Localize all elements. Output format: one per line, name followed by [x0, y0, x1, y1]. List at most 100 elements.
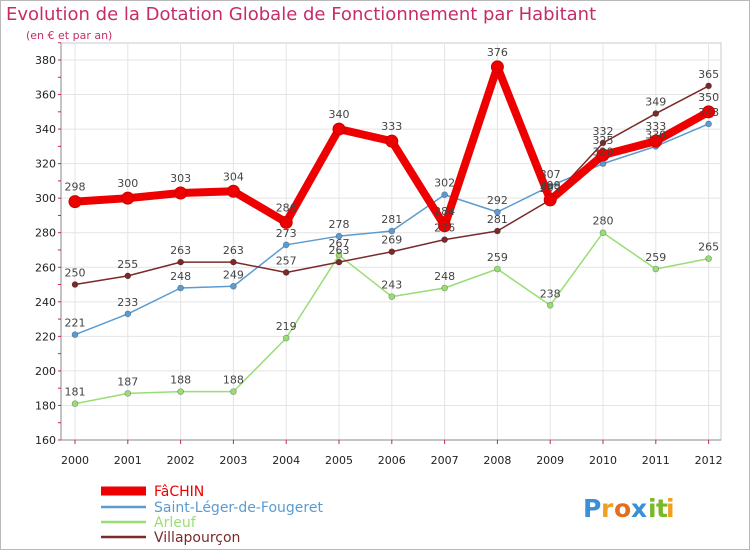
series-point-2 — [335, 258, 343, 266]
data-label-2: 263 — [170, 244, 191, 257]
y-tick-label: 360 — [35, 89, 56, 102]
series-point-3 — [121, 191, 135, 205]
data-label-2: 281 — [487, 213, 508, 226]
series-point-1 — [177, 388, 184, 395]
series-point-2 — [441, 236, 448, 243]
y-tick-label: 200 — [35, 365, 56, 378]
series-point-2 — [599, 139, 607, 147]
series-point-1 — [124, 390, 132, 397]
series-point-3 — [226, 184, 240, 198]
logo-letter-4: i — [648, 494, 657, 523]
x-tick-label: 2011 — [642, 454, 670, 467]
y-tick-label: 340 — [35, 123, 56, 136]
logo-letter-5: t — [656, 494, 668, 523]
data-label-1: 181 — [65, 386, 86, 399]
x-tick-label: 2005 — [325, 454, 353, 467]
logo-letter-6: i — [666, 494, 675, 523]
x-tick-label: 2008 — [483, 454, 511, 467]
data-label-3: 325 — [593, 134, 614, 147]
series-point-1 — [494, 265, 501, 273]
series-point-1 — [546, 301, 554, 309]
axis-layer: 160 180 200 220 240 260 280 300 320 340 360 380 2000… — [35, 42, 723, 467]
series-point-3 — [385, 134, 399, 148]
data-label-0: 292 — [487, 194, 508, 207]
series-point-0 — [705, 120, 712, 128]
series-point-0 — [230, 282, 237, 290]
y-tick-label: 160 — [35, 434, 56, 447]
data-label-0: 248 — [170, 270, 191, 283]
data-label-1: 265 — [698, 241, 719, 254]
data-label-3: 340 — [329, 108, 350, 121]
data-label-2: 269 — [381, 234, 402, 247]
data-label-1: 188 — [170, 374, 191, 387]
data-label-3: 333 — [645, 120, 666, 133]
series-point-2 — [71, 281, 79, 288]
y-tick-label: 180 — [35, 399, 56, 412]
x-tick-label: 2010 — [589, 454, 617, 467]
series-point-3 — [649, 134, 663, 148]
logo-letter-1: r — [601, 494, 614, 523]
legend-label-1: Saint-Léger-de-Fougeret — [154, 500, 323, 516]
data-label-0: 320 — [593, 146, 614, 159]
series-point-2 — [124, 272, 132, 280]
logo-letter-0: P — [583, 494, 601, 523]
x-tick-label: 2012 — [695, 454, 723, 467]
data-label-2: 263 — [329, 244, 350, 257]
x-tick-label: 2002 — [167, 454, 195, 467]
chart-subtitle: (en € et par an) — [26, 29, 112, 42]
y-tick-label: 220 — [35, 330, 56, 343]
series-point-3 — [596, 148, 610, 162]
data-label-0: 343 — [698, 106, 719, 119]
series-point-1 — [388, 293, 396, 300]
data-label-3: 298 — [65, 181, 86, 194]
logo-letter-3: x — [631, 494, 647, 523]
series-point-0 — [441, 191, 448, 199]
logo-letter-2: o — [614, 494, 631, 523]
series-point-3 — [438, 219, 452, 233]
data-label-3: 350 — [698, 91, 719, 104]
series-point-3 — [174, 186, 188, 200]
plot-area — [60, 42, 722, 441]
data-label-0: 278 — [329, 218, 350, 231]
series-point-3 — [279, 215, 293, 229]
data-label-1: 238 — [540, 287, 561, 300]
data-label-0: 281 — [381, 213, 402, 226]
data-label-3: 286 — [276, 201, 297, 214]
plot-background — [60, 42, 722, 441]
data-label-1: 259 — [645, 251, 666, 264]
data-label-1: 267 — [329, 237, 350, 250]
data-label-3: 333 — [381, 120, 402, 133]
series-point-3 — [332, 122, 346, 136]
series-point-1 — [335, 251, 343, 259]
series-point-0 — [335, 232, 343, 240]
series-point-1 — [282, 334, 290, 342]
data-label-0: 273 — [276, 227, 297, 240]
y-tick-label: 240 — [35, 296, 56, 309]
data-label-2: 332 — [593, 125, 614, 138]
data-label-3: 284 — [434, 205, 455, 218]
data-label-0: 307 — [540, 168, 561, 181]
data-label-3: 299 — [540, 179, 561, 192]
series-point-2 — [388, 248, 396, 256]
series-point-0 — [388, 227, 396, 235]
series-point-3 — [490, 60, 504, 74]
series-point-1 — [599, 229, 607, 237]
x-tick-label: 2003 — [219, 454, 247, 467]
data-label-0: 302 — [434, 177, 455, 190]
series-point-1 — [705, 255, 712, 262]
series-point-1 — [71, 400, 79, 408]
series-point-2 — [494, 227, 501, 235]
data-label-1: 187 — [117, 375, 138, 388]
data-label-1: 188 — [223, 374, 244, 387]
series-point-1 — [441, 284, 448, 292]
data-label-0: 233 — [117, 296, 138, 309]
series-point-0 — [71, 331, 79, 338]
data-label-1: 280 — [593, 215, 614, 228]
x-tick-label: 2007 — [431, 454, 459, 467]
chart-title: Evolution de la Dotation Globale de Fonc… — [6, 4, 596, 25]
data-label-1: 259 — [487, 251, 508, 264]
data-label-0: 249 — [223, 268, 244, 281]
series-point-3 — [543, 193, 557, 207]
series-point-1 — [652, 265, 660, 273]
